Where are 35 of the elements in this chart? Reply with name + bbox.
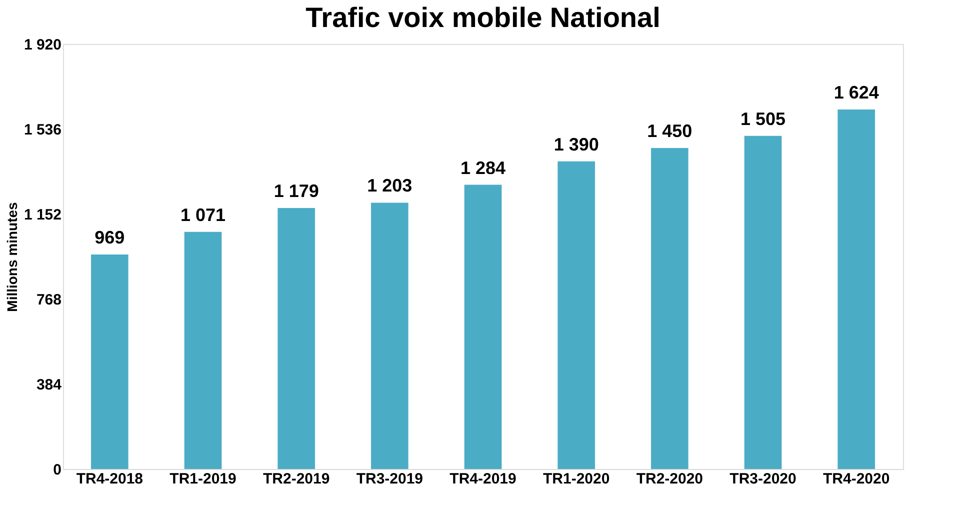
bar <box>838 110 875 469</box>
data-label: 1 203 <box>367 176 412 196</box>
x-tick-label: TR4-2019 <box>450 470 516 488</box>
y-tick-label: 1 152 <box>24 206 62 224</box>
bar <box>91 254 128 469</box>
bar <box>278 208 315 469</box>
y-tick-label: 384 <box>36 376 62 394</box>
bar <box>464 184 502 469</box>
x-tick-label: TR4-2018 <box>76 470 144 488</box>
x-tick-label: TR1-2020 <box>542 470 610 488</box>
x-tick-label: TR3-2019 <box>356 470 424 488</box>
bar <box>184 232 222 469</box>
x-tick-label: TR3-2020 <box>730 470 796 488</box>
data-label: 1 450 <box>647 121 692 142</box>
bar <box>651 148 688 469</box>
bar <box>371 202 408 469</box>
x-tick-label: TR4-2020 <box>822 470 890 488</box>
x-tick-label: TR1-2019 <box>170 470 236 488</box>
x-tick-label: TR2-2020 <box>636 470 704 488</box>
chart-title: Trafic voix mobile National <box>306 2 660 33</box>
y-tick-label: 0 <box>53 462 62 478</box>
data-label: 1 179 <box>274 181 319 202</box>
data-label: 1 071 <box>180 204 226 225</box>
y-tick-label: 768 <box>36 292 62 308</box>
y-tick-label: 1 536 <box>24 122 62 138</box>
bar <box>744 136 782 469</box>
data-label: 1 390 <box>554 134 599 154</box>
data-label: 1 505 <box>740 108 786 129</box>
data-label: 969 <box>94 228 125 248</box>
bar <box>558 161 595 469</box>
y-tick-label: 1 920 <box>24 36 62 54</box>
x-tick-label: TR2-2019 <box>262 470 330 488</box>
data-label: 1 284 <box>460 158 506 178</box>
data-label: 1 624 <box>834 82 879 103</box>
y-axis-title: Millions minutes <box>4 202 20 312</box>
